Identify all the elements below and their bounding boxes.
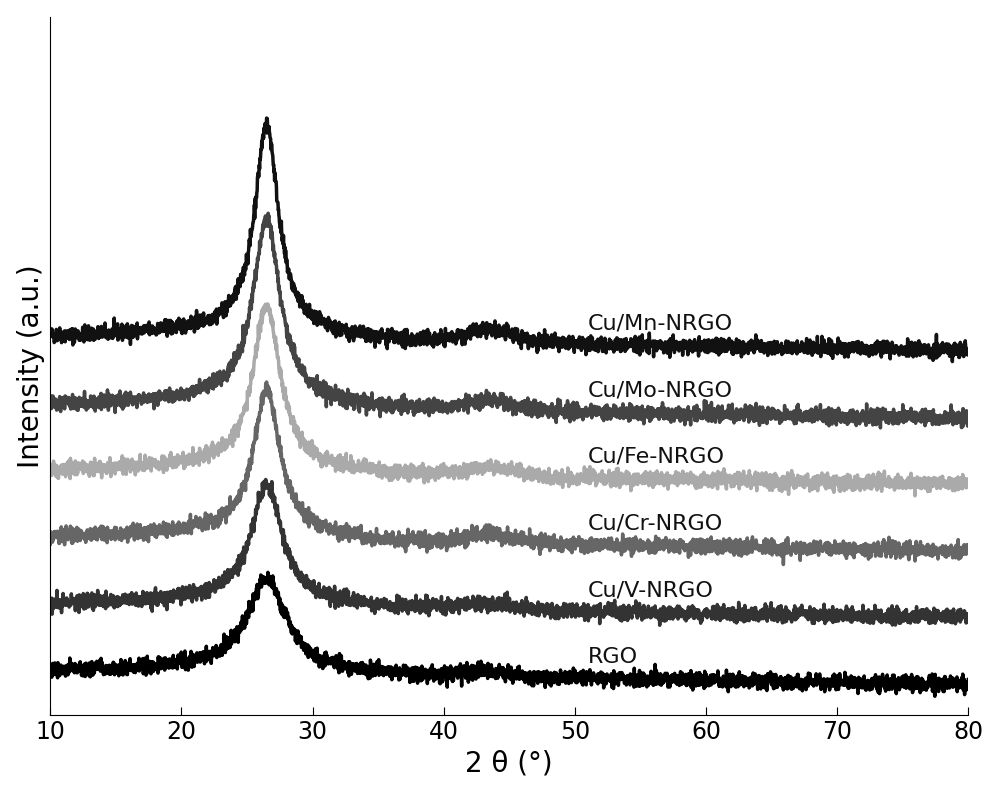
X-axis label: 2 θ (°): 2 θ (°) [465, 750, 553, 777]
Text: Cu/Cr-NRGO: Cu/Cr-NRGO [588, 514, 723, 534]
Y-axis label: Intensity (a.u.): Intensity (a.u.) [17, 264, 45, 468]
Text: Cu/Fe-NRGO: Cu/Fe-NRGO [588, 447, 725, 467]
Text: Cu/Mn-NRGO: Cu/Mn-NRGO [588, 313, 733, 333]
Text: Cu/V-NRGO: Cu/V-NRGO [588, 580, 714, 600]
Text: Cu/Mo-NRGO: Cu/Mo-NRGO [588, 381, 733, 401]
Text: RGO: RGO [588, 647, 638, 667]
